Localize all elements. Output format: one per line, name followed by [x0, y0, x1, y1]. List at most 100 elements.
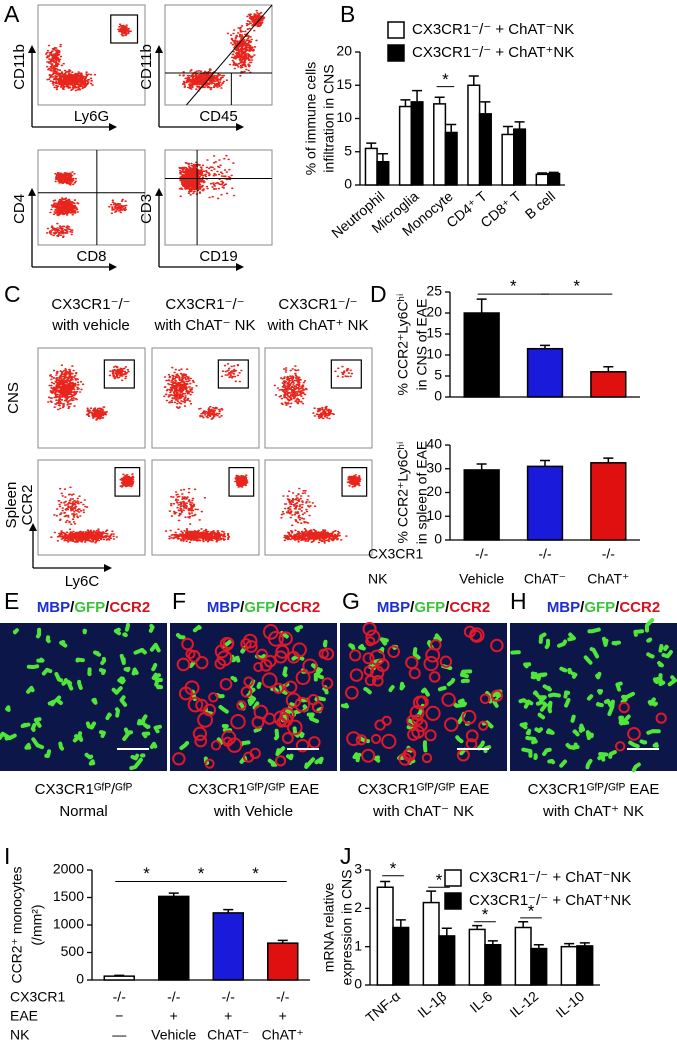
flow-dots	[273, 365, 354, 420]
stain-name: MBP	[377, 599, 410, 616]
ccr2-cell	[284, 680, 298, 694]
flow-dots	[47, 364, 130, 421]
ccr2-cell	[285, 692, 302, 709]
ccr2-cell	[273, 710, 289, 726]
row-label: EAE	[10, 1008, 38, 1024]
row-value: +	[279, 1008, 287, 1024]
y-tick-label: 25	[426, 283, 442, 299]
stain-name: /	[70, 599, 75, 616]
ccr2-cell	[172, 752, 186, 766]
y-axis-label: in spleen of EAE	[414, 441, 430, 545]
ccr2-cell	[249, 747, 261, 759]
row-label: Spleen	[3, 482, 20, 529]
image-caption: Normal	[59, 803, 107, 820]
y-tick-label: 0	[434, 531, 442, 547]
panel-letter: F	[172, 588, 186, 614]
bar	[590, 462, 627, 541]
flow-axis-label: CD3	[138, 194, 155, 224]
stain-name: /	[105, 599, 110, 616]
arrow-head	[104, 564, 112, 572]
panel-letter: H	[510, 588, 527, 614]
flow-plot-frame	[164, 149, 273, 246]
y-tick-label: 1	[354, 937, 362, 953]
row-label: CX3CR1	[10, 989, 65, 1005]
ccr2-cell	[185, 648, 196, 660]
ccr2-cell	[412, 695, 427, 710]
ccr2-cell	[274, 755, 287, 767]
x-tick-label: TNF-α	[362, 988, 403, 1026]
error-bar	[518, 921, 529, 928]
ccr2-cell	[321, 677, 334, 690]
x-tick-label: IL-12	[507, 988, 542, 1021]
ccr2-cell	[402, 748, 416, 762]
error-bar	[603, 457, 614, 463]
significance-star: *	[143, 864, 150, 883]
gate	[110, 14, 139, 44]
ccr2-cell	[370, 665, 385, 680]
row-value: -/-	[222, 989, 236, 1005]
stain-name: GFP	[414, 599, 445, 616]
row-value: -/-	[602, 546, 616, 562]
ccr2-cell	[362, 621, 377, 637]
flow-dots	[164, 474, 249, 544]
significance-star: *	[528, 901, 535, 920]
error-bar	[380, 880, 391, 888]
bar	[444, 131, 458, 186]
significance-star: *	[198, 864, 205, 883]
row-value: -/-	[538, 546, 552, 562]
ccr2-cell	[307, 693, 320, 706]
stain-name: CCR2	[109, 599, 150, 616]
bar	[513, 128, 527, 186]
ccr2-cell	[216, 650, 233, 667]
ccr2-cell	[444, 717, 459, 732]
legend-label: CX3CR1⁻/⁻ + ChAT⁺NK	[412, 44, 574, 61]
error-bar	[434, 96, 445, 104]
bar	[576, 945, 594, 986]
legend-swatch	[444, 892, 462, 910]
bar	[590, 371, 627, 398]
stain-name: CCR2	[619, 599, 660, 616]
stain-name: /	[580, 599, 585, 616]
stain-name: CCR2	[279, 599, 320, 616]
ccr2-cell	[478, 720, 489, 731]
ccr2-cell	[469, 627, 485, 643]
stain-header: MBP/GFP/CCR2	[547, 599, 660, 616]
error-bar	[502, 125, 513, 135]
significance-star: *	[482, 905, 489, 924]
bar	[438, 935, 456, 986]
ccr2-cell	[381, 733, 397, 750]
gate-line	[186, 4, 273, 106]
legend-label: CX3CR1⁻/⁻ + ChAT⁻NK	[412, 21, 574, 38]
error-bar	[514, 121, 525, 130]
y-axis-label: % CCR2⁺Ly6Cʰⁱ	[395, 294, 411, 396]
stain-name: /	[445, 599, 450, 616]
ccr2-cell	[294, 696, 310, 713]
ccr2-cell	[210, 740, 222, 751]
y-tick-label: 10	[426, 507, 442, 523]
bar	[468, 928, 486, 986]
bar	[560, 945, 578, 986]
legend-swatch	[387, 21, 405, 39]
ccr2-cell	[365, 636, 376, 647]
ccr2-cell	[242, 633, 258, 649]
ccr2-cell	[295, 738, 310, 753]
bar	[467, 84, 481, 186]
ccr2-cell	[274, 650, 288, 664]
error-bar	[366, 142, 377, 149]
ccr2-cell	[423, 655, 439, 672]
ccr2-cell	[302, 658, 318, 674]
ccr2-cell	[398, 752, 412, 766]
row-value: ChAT⁺	[262, 1027, 304, 1043]
ccr2-cell	[627, 726, 641, 741]
y-tick-label: 15	[426, 325, 442, 341]
ccr2-cell	[346, 731, 362, 747]
row-value: -/-	[475, 546, 489, 562]
significance-star: *	[390, 859, 397, 878]
flow-plot-frame	[264, 347, 373, 449]
y-tick-label: 1500	[53, 888, 84, 904]
panel-letter: D	[370, 281, 387, 307]
bar	[158, 895, 190, 981]
y-axis-label: infiltration in CNS	[321, 64, 337, 172]
flow-plot-frame	[37, 149, 146, 246]
error-bar	[446, 123, 457, 133]
